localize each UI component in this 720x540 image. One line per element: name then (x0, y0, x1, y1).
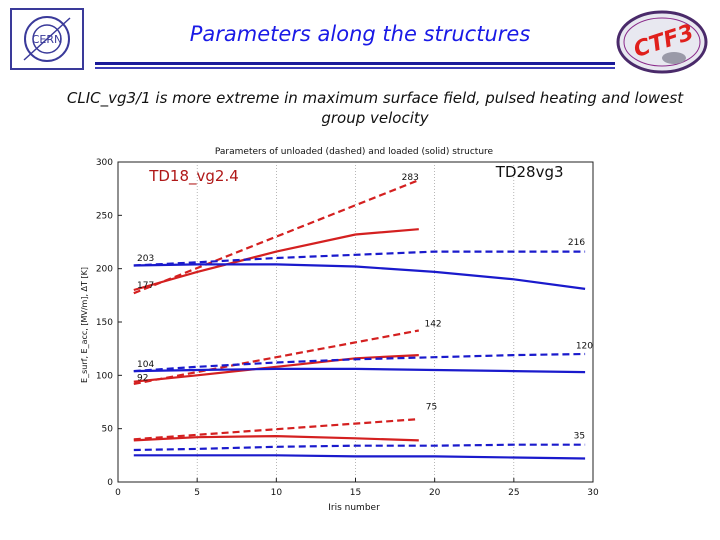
series-line-blue-dashed (133, 352, 586, 373)
data-label: 177 (137, 281, 154, 291)
series-line-red-solid (133, 435, 419, 442)
y-tick-label: 200 (96, 265, 113, 275)
y-tick-label: 0 (107, 478, 113, 488)
series-line-red-dashed (133, 418, 419, 441)
x-tick-label: 30 (587, 488, 599, 498)
y-axis-label: E_surf, E_acc, [MV/m], ΔT [K] (80, 267, 89, 383)
y-tick-label: 250 (96, 211, 113, 221)
series-line-blue-dashed (133, 443, 586, 452)
series-line-red-dashed (133, 179, 420, 295)
data-label: 92 (137, 374, 148, 384)
data-label: 35 (574, 431, 585, 441)
structure-label: TD18_vg2.4 (148, 167, 239, 186)
series-line-blue-solid (133, 367, 586, 374)
data-label: 120 (576, 342, 593, 352)
title-divider (95, 62, 615, 65)
data-label: 283 (402, 173, 419, 183)
y-tick-label: 100 (96, 371, 113, 381)
cern-logo: CERN (10, 8, 84, 70)
x-tick-label: 10 (271, 488, 283, 498)
slide-title: Parameters along the structures (189, 22, 531, 46)
data-label: 75 (426, 402, 437, 412)
y-tick-label: 300 (96, 158, 113, 168)
series-line-red-solid (133, 228, 419, 292)
series-line-red-solid (133, 354, 419, 383)
cern-logo-text: CERN (32, 33, 63, 46)
x-tick-label: 20 (429, 488, 441, 498)
ctf3-logo: CTF3 (616, 10, 708, 74)
series-line-red-dashed (133, 329, 420, 385)
x-axis-label: Iris number (328, 503, 380, 513)
data-label: 216 (568, 238, 585, 248)
slide-subtitle: CLIC_vg3/1 is more extreme in maximum su… (66, 89, 684, 127)
x-tick-label: 5 (194, 488, 200, 498)
data-label: 203 (137, 254, 154, 264)
x-tick-label: 15 (350, 488, 361, 498)
data-label: 142 (424, 319, 441, 329)
series-line-blue-solid (133, 263, 586, 290)
structure-label: TD28vg3 (495, 163, 564, 181)
data-label: 104 (137, 360, 154, 370)
x-tick-label: 0 (115, 488, 121, 498)
series-line-blue-dashed (133, 250, 586, 267)
title-divider-secondary (95, 67, 615, 69)
y-tick-label: 150 (96, 318, 113, 328)
chart-title: Parameters of unloaded (dashed) and load… (215, 147, 494, 157)
y-tick-label: 50 (102, 425, 114, 435)
series-line-blue-solid (133, 454, 586, 460)
x-tick-label: 25 (508, 488, 519, 498)
